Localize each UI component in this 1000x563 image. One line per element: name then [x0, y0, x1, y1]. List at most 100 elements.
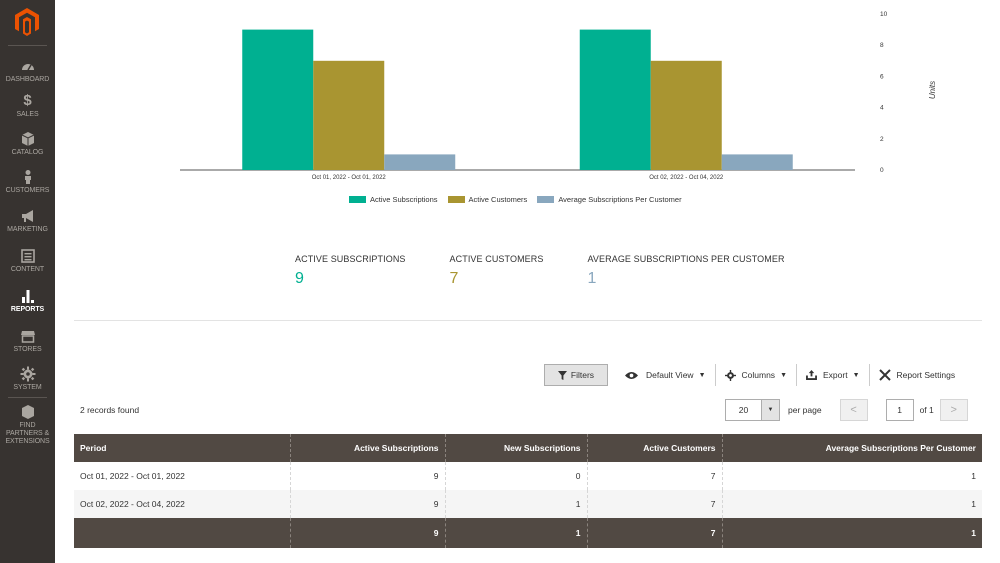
per-page-select[interactable]: 20 ▼ [725, 399, 780, 421]
bar [579, 29, 651, 170]
cell-period: Oct 01, 2022 - Oct 01, 2022 [74, 462, 291, 490]
toolbar-separator [714, 364, 716, 386]
table-totals-row: 9 1 7 1 [74, 518, 982, 548]
nav-item-reports[interactable]: REPORTS [0, 288, 55, 314]
legend-item-active-customers[interactable]: Active Customers [447, 195, 528, 204]
megaphone-icon [21, 210, 33, 222]
legend-item-active-subscriptions[interactable]: Active Subscriptions [349, 195, 438, 204]
x-tick-label: Oct 01, 2022 - Oct 01, 2022 [312, 175, 387, 181]
nav-label: CATALOG [11, 149, 44, 156]
dollar-icon: $ [23, 92, 32, 109]
column-header-active-customers[interactable]: Active Customers [587, 434, 723, 462]
nav-label: MARKETING [7, 226, 48, 233]
nav-item-system[interactable]: SYSTEM [0, 366, 55, 392]
table-row: Oct 02, 2022 - Oct 04, 2022 9 1 7 1 [74, 490, 982, 518]
y-tick-label: 0 [880, 167, 884, 174]
cell-active-subscriptions: 9 [290, 490, 446, 518]
nav-item-dashboard[interactable]: DASHBOARD [0, 58, 55, 84]
y-tick-label: 6 [880, 73, 884, 80]
prev-page-button[interactable]: < [839, 399, 868, 421]
nav-item-catalog[interactable]: CATALOG [0, 131, 55, 157]
nav-item-marketing[interactable]: MARKETING [0, 208, 55, 234]
report-settings-label: Report Settings [896, 370, 956, 380]
column-header-new-subscriptions[interactable]: New Subscriptions [445, 434, 588, 462]
cell-average-subscriptions: 1 [722, 490, 982, 518]
columns-dropdown[interactable]: Columns ▼ [716, 364, 796, 386]
per-page-value: 20 [738, 405, 749, 415]
cell-average-subscriptions: 1 [722, 462, 982, 490]
chevron-down-icon: ▼ [852, 371, 860, 379]
export-icon [806, 370, 817, 380]
column-header-period[interactable]: Period [74, 434, 291, 462]
legend-swatch [447, 196, 465, 203]
y-tick-label: 2 [880, 136, 884, 143]
grid-toolbar: Filters Default View ▼ Columns ▼ Export … [544, 364, 964, 386]
legend-label: Active Customers [468, 195, 528, 204]
default-view-dropdown[interactable]: Default View ▼ [616, 364, 715, 386]
nav-label: REPORTS [10, 306, 45, 313]
export-dropdown[interactable]: Export ▼ [797, 364, 869, 386]
total-active-subscriptions: ACTIVE SUBSCRIPTIONS 9 [295, 254, 406, 288]
bar-chart-icon [21, 290, 34, 303]
legend-swatch [349, 196, 366, 203]
bar [721, 154, 793, 170]
nav-label: SALES [16, 111, 39, 118]
total-value: 7 [449, 270, 459, 287]
next-page-button[interactable]: > [939, 399, 968, 421]
cell-active-customers: 7 [587, 462, 723, 490]
bar-chart-svg: Oct 01, 2022 - Oct 01, 2022 Oct 02, 2022 … [180, 11, 937, 181]
y-tick-label: 10 [880, 11, 888, 18]
toolbar-separator [796, 364, 797, 386]
nav-item-stores[interactable]: STORES [0, 328, 55, 354]
filters-button[interactable]: Filters [544, 364, 608, 386]
chevron-down-icon[interactable]: ▼ [761, 400, 779, 420]
magento-logo-icon[interactable] [15, 8, 39, 36]
filter-icon [557, 370, 567, 380]
nav-item-sales[interactable]: $ SALES [0, 93, 55, 119]
puzzle-icon [21, 405, 34, 419]
sidebar-divider [8, 397, 47, 398]
y-tick-label: 4 [880, 105, 884, 112]
y-tick-label: 8 [880, 42, 884, 49]
nav-label: DASHBOARD [5, 76, 50, 83]
total-label: ACTIVE SUBSCRIPTIONS [295, 254, 406, 264]
total-active-customers: ACTIVE CUSTOMERS 7 [450, 254, 544, 288]
column-header-active-subscriptions[interactable]: Active Subscriptions [290, 434, 446, 462]
y-axis-label: Units [928, 81, 937, 99]
cell-active-customers: 7 [587, 490, 723, 518]
person-icon [24, 170, 31, 184]
default-view-label: Default View [646, 370, 694, 380]
nav-label: CUSTOMERS [5, 187, 50, 194]
legend-item-average-subscriptions[interactable]: Average Subscriptions Per Customer [537, 195, 682, 204]
bar [313, 60, 385, 170]
pager: 20 ▼ per page < 1 of 1 > [725, 399, 968, 421]
report-settings-button[interactable]: Report Settings [870, 364, 965, 386]
report-table: Period Active Subscriptions New Subscrip… [74, 434, 982, 548]
nav-label: CONTENT [10, 266, 45, 273]
bar [242, 29, 314, 170]
cell-period: Oct 02, 2022 - Oct 04, 2022 [74, 490, 291, 518]
total-average-subscriptions: AVERAGE SUBSCRIPTIONS PER CUSTOMER 1 [587, 254, 784, 288]
bar [384, 154, 456, 170]
totals-cell-active-subscriptions: 9 [290, 518, 446, 548]
total-label: ACTIVE CUSTOMERS [449, 254, 544, 264]
nav-item-find-partners[interactable]: FIND PARTNERS & EXTENSIONS [0, 404, 55, 446]
content-icon [20, 249, 35, 263]
filters-label: Filters [570, 370, 595, 380]
chevron-down-icon: ▼ [698, 371, 706, 379]
page-of-label: of 1 [919, 405, 934, 415]
table-row: Oct 01, 2022 - Oct 01, 2022 9 0 7 1 [74, 462, 982, 490]
page-input[interactable]: 1 [885, 399, 914, 421]
columns-label: Columns [741, 370, 776, 380]
bar [650, 60, 722, 170]
gear-icon [20, 366, 35, 382]
nav-item-customers[interactable]: CUSTOMERS [0, 169, 55, 195]
subscriptions-chart: Oct 01, 2022 - Oct 01, 2022 Oct 02, 2022 … [150, 0, 980, 210]
totals-cell-period [74, 518, 291, 548]
column-header-average-subscriptions[interactable]: Average Subscriptions Per Customer [722, 434, 982, 462]
x-tick-label: Oct 02, 2022 - Oct 04, 2022 [649, 175, 724, 181]
nav-item-content[interactable]: CONTENT [0, 248, 55, 274]
report-totals: ACTIVE SUBSCRIPTIONS 9 ACTIVE CUSTOMERS … [295, 254, 829, 288]
toolbar-separator [868, 364, 870, 386]
chart-legend: Active Subscriptions Active Customers Av… [349, 195, 692, 204]
